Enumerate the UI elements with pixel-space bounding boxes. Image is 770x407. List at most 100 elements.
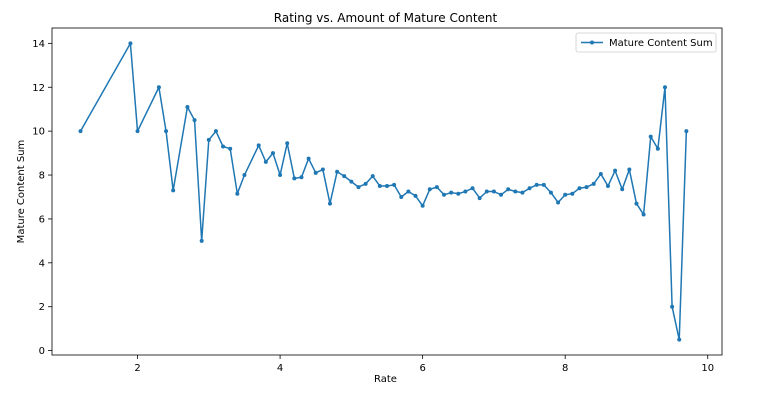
data-point xyxy=(456,191,461,196)
data-point xyxy=(684,129,689,134)
data-point xyxy=(563,192,568,197)
data-point xyxy=(278,173,283,178)
data-point xyxy=(327,201,332,206)
data-point xyxy=(192,118,197,123)
data-point xyxy=(534,182,539,187)
data-point xyxy=(171,188,176,193)
data-point xyxy=(556,200,561,205)
data-point xyxy=(392,182,397,187)
data-point xyxy=(349,179,354,184)
y-tick-label: 8 xyxy=(39,171,45,182)
data-point xyxy=(613,168,618,173)
chart-title: Rating vs. Amount of Mature Content xyxy=(274,11,498,25)
data-point xyxy=(420,203,425,208)
y-tick-label: 2 xyxy=(39,302,45,313)
x-tick-label: 6 xyxy=(419,363,425,374)
y-tick-label: 4 xyxy=(39,258,45,269)
data-point xyxy=(128,41,133,46)
series-layer xyxy=(78,41,689,342)
data-point xyxy=(263,159,268,164)
data-point xyxy=(213,129,218,134)
data-point xyxy=(413,193,418,198)
data-point xyxy=(363,181,368,186)
data-point xyxy=(470,186,475,191)
data-point xyxy=(634,201,639,206)
data-point xyxy=(156,85,161,90)
y-axis-label: Mature Content Sum xyxy=(16,140,27,244)
data-point xyxy=(185,105,190,110)
data-point xyxy=(662,85,667,90)
y-tick-label: 10 xyxy=(32,127,45,138)
data-point xyxy=(199,238,204,243)
x-tick-label: 10 xyxy=(701,363,714,374)
data-point xyxy=(228,146,233,151)
data-point xyxy=(506,187,511,192)
x-axis: 2 4 6 8 10 xyxy=(134,355,714,374)
data-point xyxy=(520,190,525,195)
data-point xyxy=(406,189,411,194)
data-point xyxy=(399,194,404,199)
data-point xyxy=(385,184,389,189)
data-point xyxy=(442,192,447,197)
legend-marker-swatch xyxy=(590,40,594,45)
data-point xyxy=(541,182,546,187)
data-point xyxy=(591,181,596,186)
data-point xyxy=(320,167,325,172)
data-point xyxy=(670,304,675,309)
data-point xyxy=(164,129,169,134)
data-point xyxy=(135,129,140,134)
data-point xyxy=(641,212,646,217)
data-point xyxy=(335,169,340,174)
data-point xyxy=(620,187,625,192)
data-point xyxy=(370,174,375,179)
data-point xyxy=(584,185,589,190)
data-point xyxy=(598,171,603,176)
data-point xyxy=(570,191,575,196)
data-point xyxy=(648,134,653,139)
data-point xyxy=(342,174,347,179)
y-tick-label: 0 xyxy=(39,346,45,357)
y-axis: 0 2 4 6 8 10 12 14 xyxy=(32,39,52,357)
data-point xyxy=(292,176,297,181)
data-point xyxy=(270,151,275,156)
data-point xyxy=(577,186,582,191)
data-point xyxy=(434,185,439,190)
data-point xyxy=(548,190,553,195)
legend: Mature Content Sum xyxy=(575,32,717,53)
data-point xyxy=(235,191,240,196)
x-tick-label: 2 xyxy=(134,363,140,374)
data-point xyxy=(484,189,489,194)
data-point xyxy=(306,156,311,161)
data-point xyxy=(427,187,432,192)
y-tick-label: 6 xyxy=(39,214,45,225)
legend-box xyxy=(575,32,717,53)
data-point xyxy=(463,189,468,194)
data-point xyxy=(256,143,261,148)
data-point xyxy=(299,175,304,180)
y-tick-label: 14 xyxy=(32,39,45,50)
series-line xyxy=(79,42,688,341)
data-point xyxy=(499,192,504,197)
data-point xyxy=(313,170,318,175)
data-point xyxy=(527,186,532,191)
data-point xyxy=(627,167,632,172)
y-tick-label: 12 xyxy=(32,83,45,94)
data-point xyxy=(206,137,211,142)
x-axis-label: Rate xyxy=(374,374,397,385)
data-point xyxy=(655,146,660,151)
data-point xyxy=(377,184,382,189)
data-point xyxy=(449,190,454,195)
data-point xyxy=(605,184,610,189)
data-point xyxy=(356,185,361,190)
data-point xyxy=(221,144,226,149)
legend-label: Mature Content Sum xyxy=(609,38,713,49)
data-point xyxy=(78,129,83,134)
data-point xyxy=(677,337,682,342)
plot-frame xyxy=(51,27,723,356)
data-point xyxy=(491,189,496,194)
x-tick-label: 4 xyxy=(277,363,283,374)
data-point xyxy=(513,189,518,194)
data-point xyxy=(477,196,482,201)
